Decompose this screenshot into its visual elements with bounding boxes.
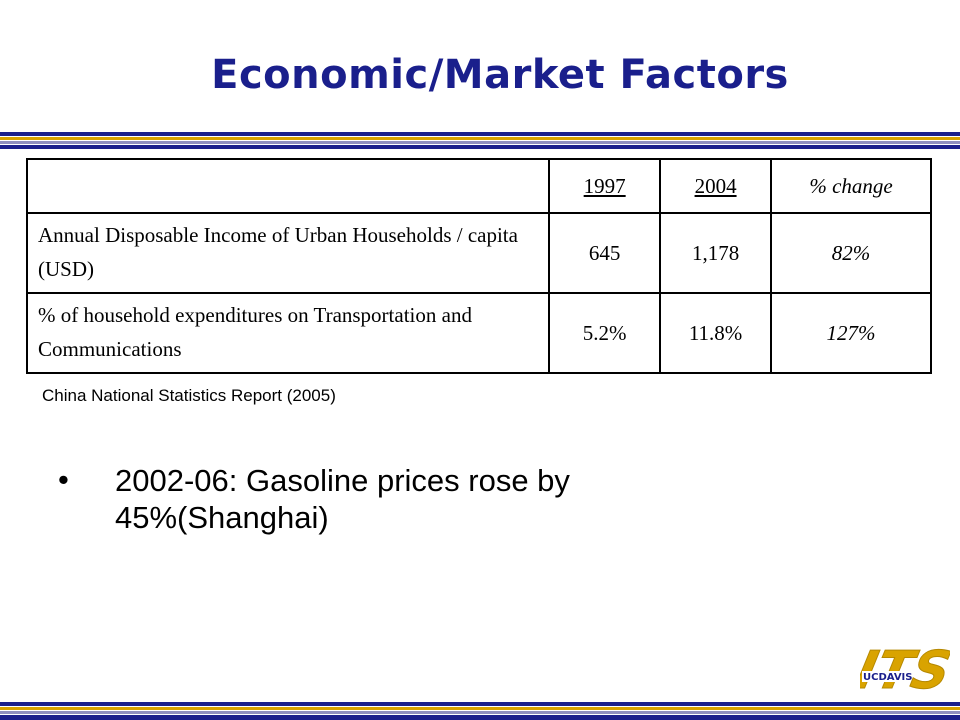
table-cell: 11.8% bbox=[659, 292, 773, 374]
table-row: Annual Disposable Income of Urban Househ… bbox=[25, 212, 932, 294]
table-cell: 645 bbox=[548, 212, 662, 294]
table-row: % of household expenditures on Transport… bbox=[25, 292, 932, 374]
year-1997-header: 1997 bbox=[583, 173, 626, 198]
table-cell: 127% bbox=[770, 292, 932, 374]
slide-title: Economic/Market Factors bbox=[211, 52, 789, 98]
its-logo-icon: ITS UCDAVIS bbox=[851, 640, 957, 701]
table-cell: 82% bbox=[770, 212, 932, 294]
row-label: % of household expenditures on Transport… bbox=[25, 292, 551, 374]
table-header-row: 1997 2004 % change bbox=[25, 158, 932, 214]
table-header-cell bbox=[25, 158, 551, 214]
row-label: Annual Disposable Income of Urban Househ… bbox=[25, 212, 551, 294]
bullet-text: 2002-06: Gasoline prices rose by 45%(Sha… bbox=[115, 463, 570, 536]
ucdavis-wordmark: UCDAVIS bbox=[863, 672, 912, 683]
table-header-cell: 2004 bbox=[659, 158, 773, 214]
statistics-table: 1997 2004 % change Annual Disposable Inc… bbox=[25, 158, 932, 374]
source-citation: China National Statistics Report (2005) bbox=[42, 386, 336, 405]
table-header-cell: 1997 bbox=[548, 158, 662, 214]
percent-change-header: % change bbox=[770, 158, 932, 214]
bullet-dot-icon: • bbox=[58, 462, 69, 497]
year-2004-header: 2004 bbox=[694, 173, 737, 198]
table-cell: 1,178 bbox=[659, 212, 773, 294]
its-ucdavis-logo: ITS UCDAVIS bbox=[851, 640, 957, 701]
table-cell: 5.2% bbox=[548, 292, 662, 374]
its-logo-letters: ITS bbox=[860, 641, 950, 695]
